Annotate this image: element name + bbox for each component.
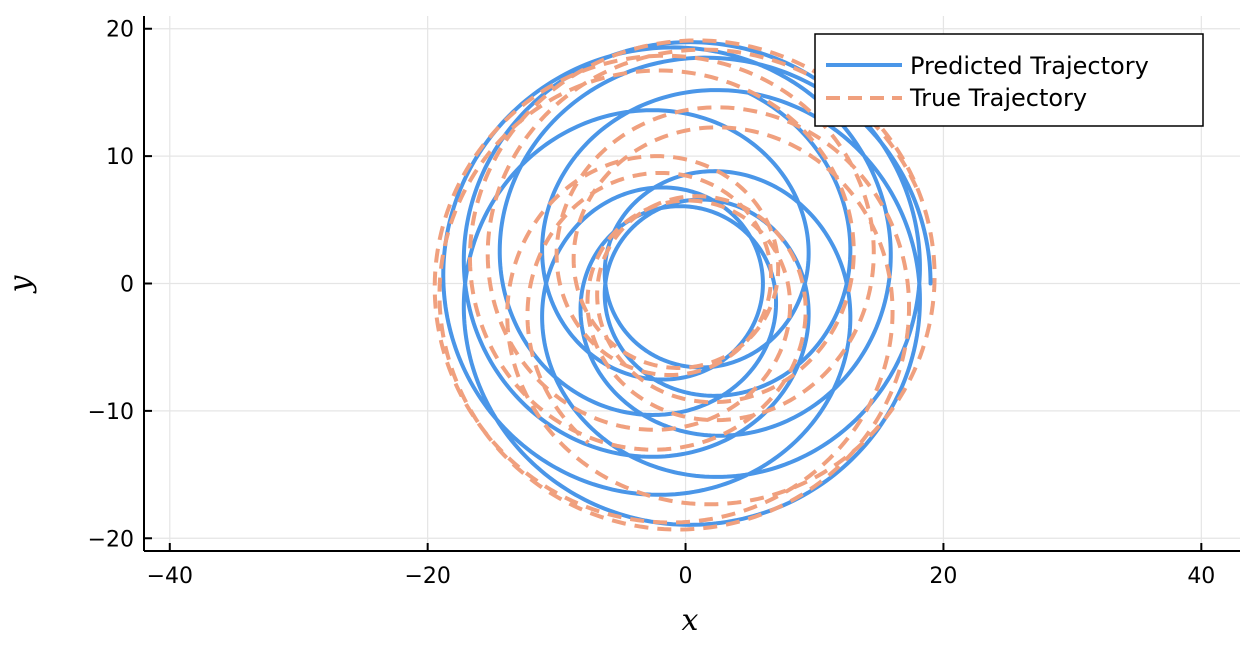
y-tick-label: −20 — [88, 527, 134, 552]
series-line-true — [432, 38, 937, 532]
y-tick-label: −10 — [88, 400, 134, 425]
x-tick-label: 0 — [679, 564, 693, 589]
legend-box — [814, 33, 1204, 127]
x-axis-title: x — [682, 603, 699, 638]
x-tick-label: 40 — [1187, 564, 1215, 589]
axes: −40 −20 0 20 40 −20 −10 0 10 20 — [88, 16, 1240, 589]
y-tick-label: 20 — [106, 18, 134, 43]
series-layer — [432, 38, 937, 532]
legend-label-true: True Trajectory — [909, 84, 1087, 112]
legend: Predicted Trajectory True Trajectory — [814, 33, 1204, 127]
x-tick-label: −20 — [404, 564, 450, 589]
series-line-predicted — [441, 40, 933, 527]
y-axis-title: y — [3, 274, 38, 294]
legend-label-predicted: Predicted Trajectory — [910, 52, 1149, 80]
x-tick-label: 20 — [929, 564, 957, 589]
y-tick-label: 10 — [106, 145, 134, 170]
y-tick-label: 0 — [120, 273, 134, 298]
x-tick-label: −40 — [147, 564, 193, 589]
